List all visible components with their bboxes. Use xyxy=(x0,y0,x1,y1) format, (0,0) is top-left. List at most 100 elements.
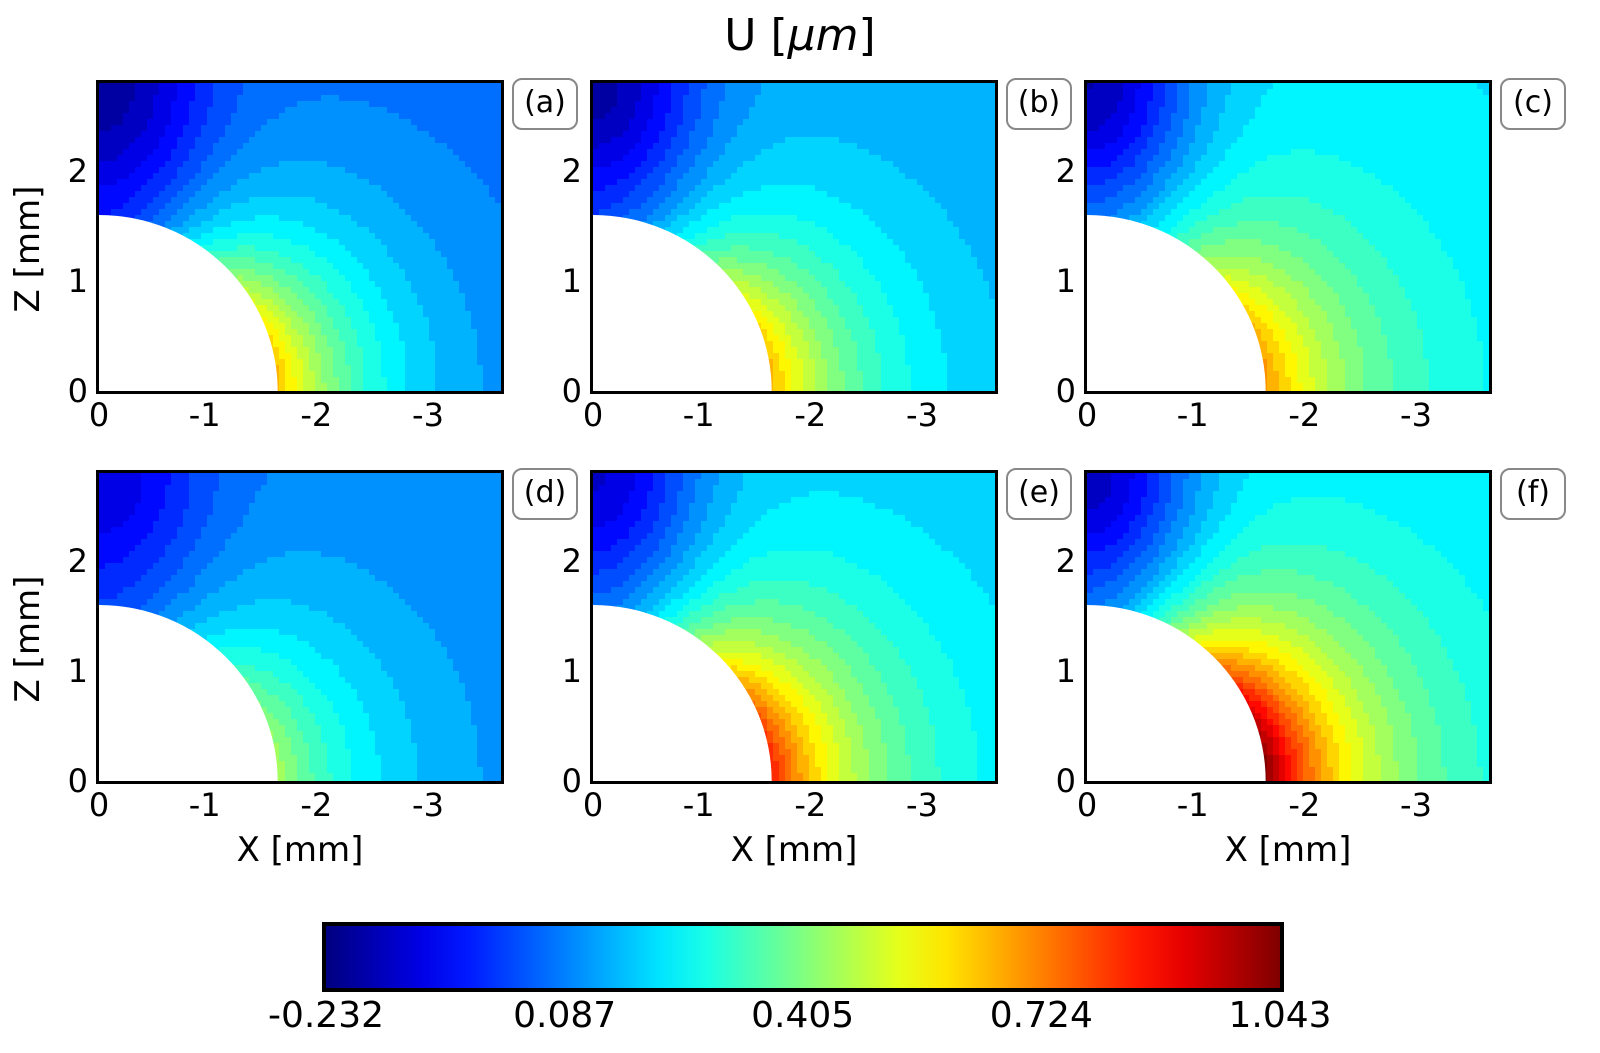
contour-cell xyxy=(429,185,435,191)
contour-cell xyxy=(653,173,659,179)
contour-cell xyxy=(779,155,785,161)
contour-cell xyxy=(953,149,959,155)
contour-cell xyxy=(447,299,453,305)
contour-cell xyxy=(839,161,845,167)
contour-cell xyxy=(171,215,177,221)
contour-cell xyxy=(129,197,135,203)
contour-cell xyxy=(267,95,273,101)
contour-cell xyxy=(411,281,417,287)
contour-cell xyxy=(833,89,839,95)
contour-cell xyxy=(441,269,447,275)
contour-cell xyxy=(647,101,653,107)
contour-cell xyxy=(195,215,201,221)
contour-cell xyxy=(171,113,177,119)
contour-cell xyxy=(429,359,435,365)
contour-cell xyxy=(629,89,635,95)
contour-cell xyxy=(171,155,177,161)
contour-cell xyxy=(243,83,249,89)
contour-cell xyxy=(195,179,201,185)
contour-cell xyxy=(321,89,327,95)
contour-cell xyxy=(899,161,905,167)
contour-cell xyxy=(405,203,411,209)
contour-cell xyxy=(749,167,755,173)
contour-cell xyxy=(659,149,665,155)
contour-cell xyxy=(719,119,725,125)
contour-cell xyxy=(201,95,207,101)
contour-cell xyxy=(111,209,117,215)
contour-cell xyxy=(303,323,309,329)
contour-cell xyxy=(611,95,617,101)
contour-cell xyxy=(291,95,297,101)
contour-cell xyxy=(719,209,725,215)
contour-cell xyxy=(309,251,315,257)
contour-cell xyxy=(147,113,153,119)
contour-cell xyxy=(599,167,605,173)
contour-cell xyxy=(177,227,183,233)
contour-cell xyxy=(285,377,291,383)
contour-cell xyxy=(357,185,363,191)
contour-cell xyxy=(839,95,845,101)
contour-cell xyxy=(773,209,779,215)
contour-cell xyxy=(285,131,291,137)
contour-cell xyxy=(375,263,381,269)
contour-cell xyxy=(983,167,989,173)
contour-cell xyxy=(899,125,905,131)
contour-cell xyxy=(279,251,285,257)
contour-cell xyxy=(683,119,689,125)
contour-cell xyxy=(429,287,435,293)
contour-cell xyxy=(875,173,881,179)
contour-cell xyxy=(429,269,435,275)
contour-cell xyxy=(459,83,465,89)
contour-cell xyxy=(123,161,129,167)
contour-cell xyxy=(273,167,279,173)
contour-cell xyxy=(117,83,123,89)
contour-cell xyxy=(647,197,653,203)
contour-cell xyxy=(471,317,477,323)
contour-cell xyxy=(731,107,737,113)
contour-cell xyxy=(441,161,447,167)
contour-cell xyxy=(761,119,767,125)
contour-cell xyxy=(815,83,821,89)
contour-cell xyxy=(315,317,321,323)
contour-cell xyxy=(695,191,701,197)
contour-cell xyxy=(261,233,267,239)
contour-cell xyxy=(213,167,219,173)
contour-cell xyxy=(683,107,689,113)
contour-cell xyxy=(989,209,995,215)
contour-cell xyxy=(111,149,117,155)
contour-cell xyxy=(941,131,947,137)
contour-cell xyxy=(815,203,821,209)
contour-cell xyxy=(339,119,345,125)
contour-cell xyxy=(399,155,405,161)
contour-cell xyxy=(429,83,435,89)
contour-cell xyxy=(411,353,417,359)
contour-cell xyxy=(785,89,791,95)
contour-cell xyxy=(423,353,429,359)
contour-cell xyxy=(809,173,815,179)
contour-cell xyxy=(267,203,273,209)
contour-cell xyxy=(315,107,321,113)
contour-cell xyxy=(435,89,441,95)
contour-cell xyxy=(671,197,677,203)
contour-cell xyxy=(785,107,791,113)
contour-cell xyxy=(435,365,441,371)
contour-cell xyxy=(351,161,357,167)
contour-cell xyxy=(453,263,459,269)
contour-cell xyxy=(495,203,501,209)
contour-cell xyxy=(605,197,611,203)
contour-cell xyxy=(123,113,129,119)
contour-cell xyxy=(495,137,501,143)
contour-cell xyxy=(255,269,261,275)
contour-cell xyxy=(911,161,917,167)
contour-cell xyxy=(255,95,261,101)
contour-cell xyxy=(375,167,381,173)
contour-cell xyxy=(357,83,363,89)
contour-cell xyxy=(267,299,273,305)
contour-cell xyxy=(219,233,225,239)
contour-cell xyxy=(833,137,839,143)
contour-cell xyxy=(605,143,611,149)
contour-cell xyxy=(683,185,689,191)
contour-cell xyxy=(447,203,453,209)
contour-cell xyxy=(471,119,477,125)
contour-cell xyxy=(351,233,357,239)
